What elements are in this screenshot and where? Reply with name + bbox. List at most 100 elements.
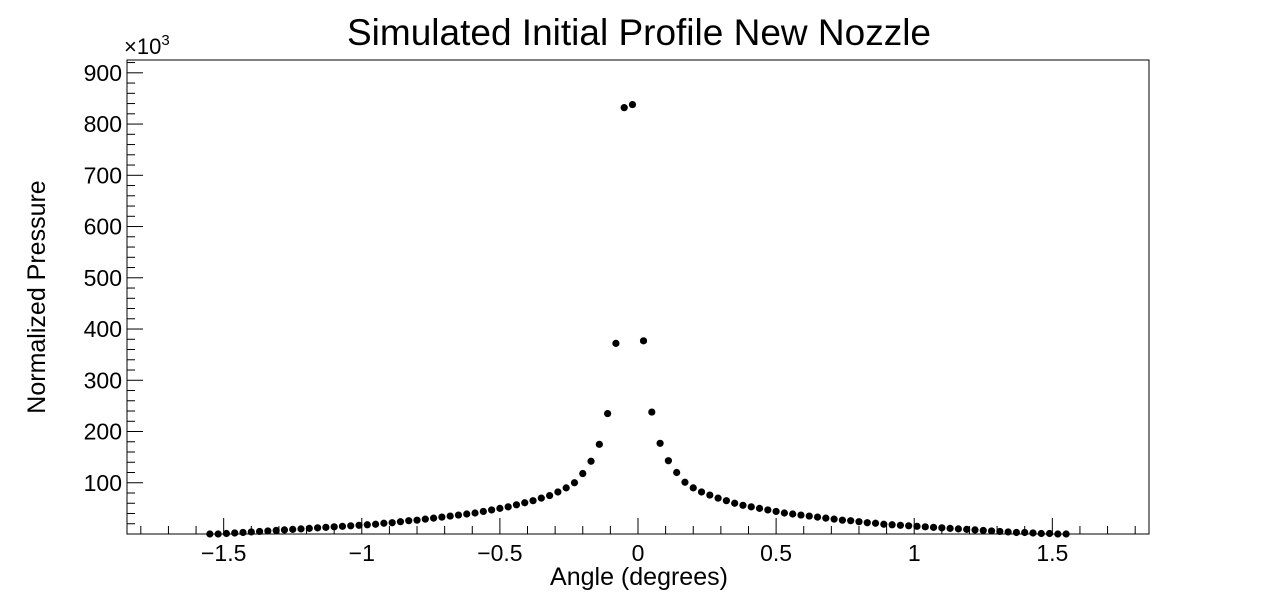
plot-frame xyxy=(126,59,1150,535)
data-point xyxy=(595,440,603,448)
x-axis-ticks: −1.5 −1 −0.5 0 0.5 1 1.5 xyxy=(140,518,1136,566)
data-point xyxy=(979,526,987,535)
data-point xyxy=(863,519,871,527)
data-point xyxy=(1037,529,1045,538)
data-point xyxy=(921,523,929,531)
y-multiplier-base: ×10 xyxy=(124,34,161,59)
data-point xyxy=(963,525,971,533)
data-point xyxy=(706,491,714,499)
data-point xyxy=(755,504,764,512)
data-point xyxy=(880,520,888,528)
data-points xyxy=(206,100,1070,538)
data-point xyxy=(830,515,838,523)
y-axis-label: Normalized Pressure xyxy=(23,180,51,413)
y-tick-label: 900 xyxy=(84,60,122,86)
x-tick-label: 1 xyxy=(908,540,921,566)
y-multiplier-exponent: 3 xyxy=(161,32,169,49)
y-tick-label: 100 xyxy=(84,470,122,496)
x-axis-label: Angle (degrees) xyxy=(550,563,728,591)
data-point xyxy=(488,506,496,514)
data-point xyxy=(371,520,380,528)
data-point xyxy=(1021,528,1029,537)
data-point xyxy=(764,506,772,514)
data-point xyxy=(747,503,755,511)
data-point xyxy=(479,507,487,516)
data-point xyxy=(1012,528,1021,537)
data-point xyxy=(697,488,706,496)
data-point xyxy=(446,512,454,520)
y-tick-label: 700 xyxy=(84,162,122,188)
data-point xyxy=(929,523,938,531)
data-point xyxy=(463,510,471,518)
data-point xyxy=(297,525,305,533)
data-point xyxy=(338,522,347,530)
data-point xyxy=(405,517,413,525)
data-point xyxy=(504,503,512,511)
data-point xyxy=(496,504,504,512)
x-tick-label: 0 xyxy=(632,540,645,566)
data-point xyxy=(289,525,297,533)
data-point xyxy=(847,517,855,525)
data-point xyxy=(996,527,1004,536)
data-point xyxy=(938,524,946,532)
x-tick-label: −1 xyxy=(349,540,375,566)
data-point xyxy=(471,509,479,517)
data-point xyxy=(954,525,963,533)
data-point xyxy=(1004,528,1012,536)
data-point xyxy=(380,519,388,527)
y-tick-label: 400 xyxy=(84,316,122,342)
data-point xyxy=(722,497,730,505)
data-point xyxy=(570,479,579,487)
x-tick-label: −1.5 xyxy=(201,540,246,566)
data-point xyxy=(612,339,620,347)
data-point xyxy=(413,516,421,524)
y-tick-label: 300 xyxy=(84,367,122,393)
data-point xyxy=(731,499,739,507)
data-point xyxy=(772,507,780,516)
data-point xyxy=(1054,530,1062,538)
data-point xyxy=(554,488,562,496)
data-point xyxy=(305,524,313,532)
data-point xyxy=(946,524,954,532)
data-point xyxy=(355,521,363,529)
data-point xyxy=(971,526,979,534)
data-point xyxy=(789,510,797,518)
data-point xyxy=(604,409,612,418)
x-tick-label: 0.5 xyxy=(760,540,792,566)
data-point xyxy=(388,519,396,527)
data-point xyxy=(454,511,463,519)
data-point xyxy=(347,522,355,530)
data-point xyxy=(322,523,330,531)
data-point xyxy=(272,526,280,535)
data-point xyxy=(780,509,788,517)
data-point xyxy=(247,528,255,536)
data-point xyxy=(639,337,648,345)
data-point xyxy=(689,484,697,492)
data-point xyxy=(797,511,805,519)
data-point xyxy=(521,499,529,507)
data-point xyxy=(313,524,322,532)
data-point xyxy=(579,469,587,478)
data-point xyxy=(905,522,913,530)
data-point xyxy=(648,408,656,416)
data-point xyxy=(681,478,689,486)
x-tick-label: −0.5 xyxy=(477,540,522,566)
data-point xyxy=(656,439,664,447)
y-axis-ticks: 100 200 300 400 500 600 700 800 900 xyxy=(84,60,143,525)
data-point xyxy=(855,518,863,526)
data-point xyxy=(529,497,537,505)
data-point xyxy=(363,521,371,529)
data-point xyxy=(871,519,880,527)
data-point xyxy=(673,468,681,477)
y-axis-multiplier: ×103 xyxy=(124,32,170,59)
chart-title: Simulated Initial Profile New Nozzle xyxy=(347,12,931,53)
data-point xyxy=(512,501,521,509)
data-point xyxy=(421,515,429,523)
data-point xyxy=(438,513,446,521)
data-point xyxy=(255,527,264,536)
data-point xyxy=(1045,529,1054,538)
data-point xyxy=(838,516,847,524)
data-point xyxy=(1062,530,1070,538)
data-point xyxy=(813,513,822,521)
